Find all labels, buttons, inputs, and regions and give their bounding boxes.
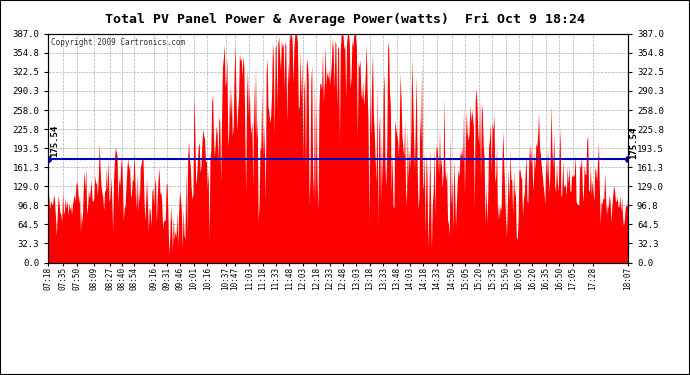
Text: 175.54: 175.54 [50,125,59,157]
Text: Total PV Panel Power & Average Power(watts)  Fri Oct 9 18:24: Total PV Panel Power & Average Power(wat… [105,13,585,26]
Text: 175.54: 175.54 [629,126,638,159]
Text: Copyright 2009 Cartronics.com: Copyright 2009 Cartronics.com [51,38,186,47]
